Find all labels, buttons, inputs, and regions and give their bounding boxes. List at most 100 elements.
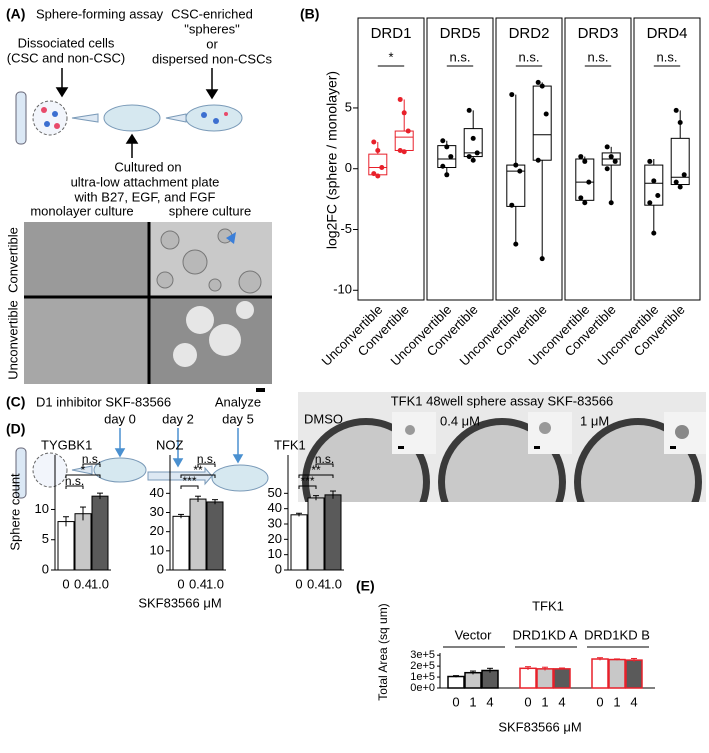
significance-label: n.s.: [519, 49, 540, 64]
facet-title: DRD4: [647, 25, 688, 42]
y-tick-label: 2e+5: [410, 660, 435, 672]
output-text: or: [206, 36, 218, 51]
data-point: [651, 230, 657, 236]
bar: [608, 658, 626, 689]
data-point: [655, 192, 661, 198]
y-tick-label: 40: [268, 500, 282, 515]
sphere: [213, 118, 219, 124]
x-tick-label: 0.4: [74, 576, 92, 591]
data-point: [470, 135, 476, 141]
output-text: dispersed non-CSCs: [152, 51, 272, 66]
clusters: [173, 301, 254, 367]
chart-title: NOZ: [156, 437, 184, 452]
y-tick-label: -5: [340, 221, 352, 236]
significance-bracket: [298, 474, 334, 478]
culture-text: with B27, EGF, and FGF: [74, 189, 216, 204]
data-point: [379, 165, 385, 171]
x-axis-label: SKF83566 μM: [498, 719, 581, 734]
data-point: [517, 168, 523, 174]
bar: [57, 521, 75, 571]
row-label: Unconvertible: [5, 300, 20, 380]
data-point: [440, 138, 446, 144]
data-point: [440, 163, 446, 169]
culture-text: Cultured on: [114, 159, 181, 174]
data-point: [474, 150, 480, 156]
bar: [536, 668, 554, 689]
y-tick-label: 10: [150, 542, 164, 557]
cell: [41, 107, 47, 113]
data-point: [677, 120, 683, 126]
y-tick-label: 20: [150, 523, 164, 538]
box: [532, 85, 552, 161]
x-tick-label: 1: [469, 694, 476, 709]
data-point: [681, 172, 687, 178]
tube: [15, 447, 27, 499]
box: [368, 153, 388, 176]
group-label: DRD1KD A: [512, 627, 577, 642]
sphere: [675, 425, 689, 439]
spheres: [201, 112, 228, 124]
group-label: Vector: [455, 627, 493, 642]
x-tick-label: 0: [295, 576, 302, 591]
y-tick-label: 0: [345, 160, 352, 175]
panel-label: (A): [6, 6, 25, 22]
data-point: [539, 83, 545, 89]
cells: [41, 107, 60, 129]
significance-label: *: [81, 463, 86, 477]
y-tick-label: 0: [42, 561, 49, 576]
bar: [290, 514, 308, 571]
panel-title: Sphere-forming assay: [36, 6, 164, 21]
cell: [52, 111, 58, 117]
data-point: [448, 154, 454, 160]
arrow-head: [205, 89, 219, 100]
significance-label: n.s.: [588, 49, 609, 64]
box: [644, 164, 664, 206]
arrow-head: [172, 458, 184, 468]
sphere: [224, 112, 228, 116]
treatment-text: D1 inhibitor SKF-83566: [36, 394, 171, 409]
data-point: [604, 166, 610, 172]
scale-bar: [534, 446, 540, 449]
output-text: CSC-enriched: [171, 6, 253, 21]
x-tick-label: 0: [524, 694, 531, 709]
y-axis-label: Total Area (sq um): [376, 603, 390, 700]
x-tick-label: 0: [62, 576, 69, 591]
data-point: [673, 179, 679, 185]
data-point: [401, 110, 407, 116]
bar: [553, 668, 571, 689]
data-point: [673, 107, 679, 113]
significance-bracket: [197, 463, 216, 467]
sphere: [238, 270, 262, 294]
sphere: [539, 422, 551, 434]
arrow-head: [55, 87, 69, 98]
data-point: [535, 157, 541, 163]
bar: [519, 667, 537, 689]
day-label: day 5: [222, 411, 254, 426]
bar: [625, 659, 643, 689]
bar: [91, 495, 109, 571]
bar: [464, 671, 482, 689]
data-point: [466, 154, 472, 160]
cluster: [186, 306, 214, 334]
x-axis-label: SKF83566 μM: [138, 595, 221, 610]
y-tick-label: 30: [150, 504, 164, 519]
data-point: [509, 92, 515, 98]
output-text: "spheres": [184, 21, 240, 36]
data-point: [397, 96, 403, 102]
x-tick-label: 0: [452, 694, 459, 709]
cell: [54, 123, 60, 129]
micrograph: [24, 298, 148, 384]
y-tick-label: 3e+5: [410, 649, 435, 661]
dish: [93, 457, 147, 483]
data-point: [582, 200, 588, 206]
bar: [307, 497, 325, 571]
y-tick-label: 50: [268, 485, 282, 500]
cell-zoom: [32, 100, 68, 136]
bar: [324, 494, 342, 571]
facet-frame: [357, 17, 425, 301]
well-label: 1 μM: [580, 413, 609, 428]
x-tick-label: 1: [613, 694, 620, 709]
tube: [15, 91, 27, 145]
analyze-text: Analyze: [215, 394, 261, 409]
